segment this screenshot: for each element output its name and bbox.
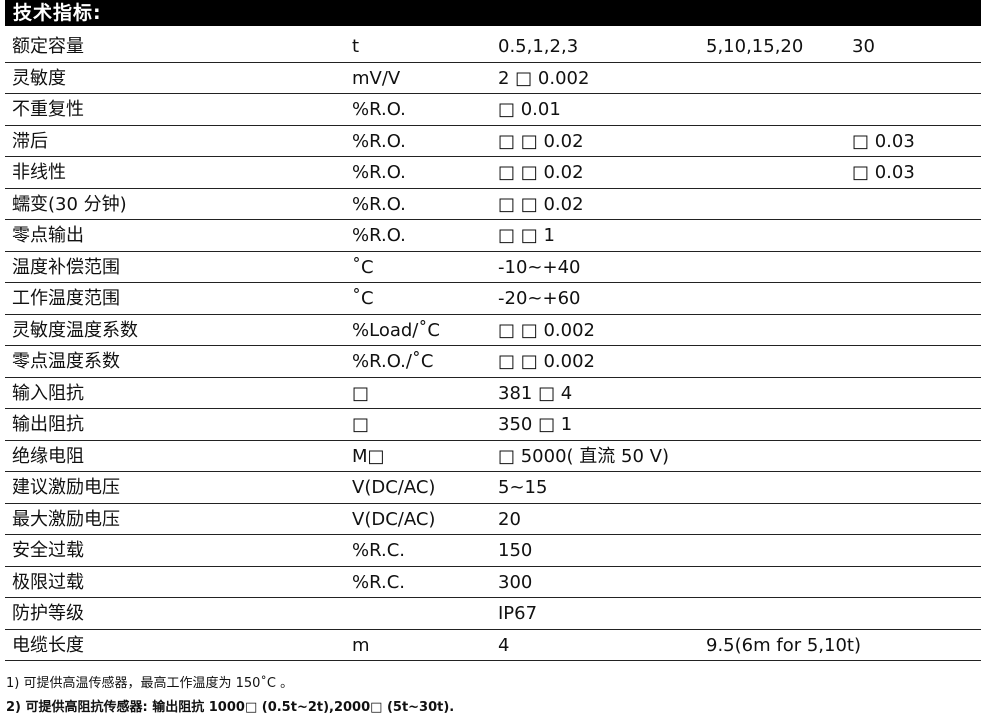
value-1: 20: [498, 508, 521, 530]
param-name: 建议激励电压: [12, 477, 120, 498]
value-3: □ 0.03: [852, 162, 915, 183]
unit: %R.O.: [352, 130, 406, 152]
value-1: -10~+40: [498, 256, 581, 278]
footnotes: 1) 可提供高温传感器，最高工作温度为 150˚C 。 2) 可提供高阻抗传感器…: [6, 672, 454, 720]
unit: mV/V: [352, 67, 401, 89]
value-2: 9.5(6m for 5,10t): [706, 634, 861, 656]
table-row: 安全过载 %R.C. 150: [5, 535, 981, 567]
table-row: 蠕变(30 分钟) %R.O. □ □ 0.02: [5, 189, 981, 220]
spec-table: 额定容量 t 0.5,1,2,3 5,10,15,20 30 灵敏度 mV/V 2 □ 0.0…: [5, 31, 981, 661]
unit: t: [352, 36, 360, 57]
table-row: 灵敏度 mV/V 2 □ 0.002: [5, 63, 981, 94]
value-1: 150: [498, 540, 533, 561]
table-row: 不重复性 %R.O. □ 0.01: [5, 94, 981, 126]
unit: M□: [352, 445, 385, 467]
unit: %R.C.: [352, 571, 405, 593]
unit: ˚C: [352, 256, 374, 278]
table-row: 零点温度系数 %R.O./˚C □ □ 0.002: [5, 346, 981, 378]
param-name: 温度补偿范围: [12, 256, 120, 278]
value-1: 381 □ 4: [498, 382, 573, 404]
table-row: 极限过载 %R.C. 300: [5, 567, 981, 598]
unit: %R.O.: [352, 162, 406, 183]
value-1: 0.5,1,2,3: [498, 36, 579, 57]
table-row: 温度补偿范围 ˚C -10~+40: [5, 252, 981, 283]
value-1: □ 0.01: [498, 99, 561, 120]
table-row: 防护等级 IP67: [5, 598, 981, 630]
value-1: 300: [498, 571, 533, 593]
value-1: 4: [498, 634, 510, 656]
unit: %R.O.: [352, 193, 406, 215]
table-row: 建议激励电压 V(DC/AC) 5~15: [5, 472, 981, 504]
param-name: 电缆长度: [12, 634, 84, 656]
unit: m: [352, 634, 370, 656]
unit: %Load/˚C: [352, 319, 440, 341]
param-name: 蠕变(30 分钟): [12, 193, 127, 215]
param-name: 灵敏度: [12, 67, 66, 89]
value-1: □ □ 0.002: [498, 319, 595, 341]
table-row: 电缆长度 m 4 9.5(6m for 5,10t): [5, 630, 981, 661]
table-row: 灵敏度温度系数 %Load/˚C □ □ 0.002: [5, 315, 981, 346]
value-1: □ □ 0.002: [498, 351, 595, 372]
value-3: □ 0.03: [852, 130, 915, 152]
unit: □: [352, 414, 370, 435]
param-name: 极限过载: [12, 571, 84, 593]
table-row: 输出阻抗 □ 350 □ 1: [5, 409, 981, 441]
value-1: IP67: [498, 603, 538, 624]
value-1: □ □ 0.02: [498, 193, 584, 215]
table-row: 绝缘电阻 M□ □ 5000( 直流 50 V): [5, 441, 981, 472]
value-1: 350 □ 1: [498, 414, 573, 435]
value-1: 5~15: [498, 477, 548, 498]
param-name: 最大激励电压: [12, 508, 120, 530]
param-name: 滞后: [12, 130, 48, 152]
param-name: 输入阻抗: [12, 382, 84, 404]
param-name: 绝缘电阻: [12, 445, 84, 467]
value-1: □ □ 0.02: [498, 162, 584, 183]
param-name: 防护等级: [12, 603, 84, 624]
footnote-2: 2) 可提供高阻抗传感器: 输出阻抗 1000□ (0.5t~2t),2000□…: [6, 700, 455, 715]
param-name: 不重复性: [12, 99, 84, 120]
section-title: 技术指标:: [5, 0, 981, 26]
value-1: -20~+60: [498, 288, 581, 309]
value-1: □ □ 1: [498, 225, 555, 246]
table-row: 非线性 %R.O. □ □ 0.02 □ 0.03: [5, 157, 981, 189]
table-row: 输入阻抗 □ 381 □ 4: [5, 378, 981, 409]
unit: %R.C.: [352, 540, 405, 561]
table-row: 滞后 %R.O. □ □ 0.02 □ 0.03: [5, 126, 981, 157]
table-row: 工作温度范围 ˚C -20~+60: [5, 283, 981, 315]
param-name: 非线性: [12, 162, 66, 183]
unit: V(DC/AC): [352, 477, 436, 498]
unit: %R.O.: [352, 225, 406, 246]
param-name: 工作温度范围: [12, 288, 120, 309]
table-row: 额定容量 t 0.5,1,2,3 5,10,15,20 30: [5, 31, 981, 63]
param-name: 额定容量: [12, 36, 84, 57]
value-1: □ 5000( 直流 50 V): [498, 445, 669, 467]
footnote-1: 1) 可提供高温传感器，最高工作温度为 150˚C 。: [6, 676, 294, 691]
unit: ˚C: [352, 288, 374, 309]
value-3: 30: [852, 36, 875, 57]
unit: □: [352, 382, 370, 404]
unit: %R.O.: [352, 99, 406, 120]
param-name: 灵敏度温度系数: [12, 319, 138, 341]
value-2: 5,10,15,20: [706, 36, 804, 57]
param-name: 零点输出: [12, 225, 84, 246]
value-1: □ □ 0.02: [498, 130, 584, 152]
table-row: 最大激励电压 V(DC/AC) 20: [5, 504, 981, 535]
param-name: 零点温度系数: [12, 351, 120, 372]
unit: V(DC/AC): [352, 508, 436, 530]
param-name: 输出阻抗: [12, 414, 84, 435]
param-name: 安全过载: [12, 540, 84, 561]
unit: %R.O./˚C: [352, 351, 434, 372]
table-row: 零点输出 %R.O. □ □ 1: [5, 220, 981, 252]
value-1: 2 □ 0.002: [498, 67, 590, 89]
